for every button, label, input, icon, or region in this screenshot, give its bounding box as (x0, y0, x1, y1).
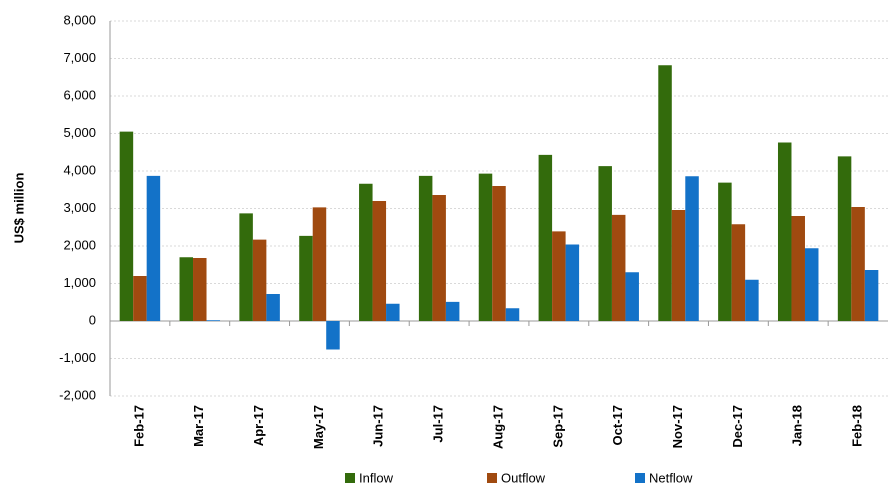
bar (685, 176, 699, 321)
bar (625, 272, 639, 321)
bar (851, 207, 865, 321)
x-tick-label: Apr-17 (251, 405, 266, 446)
bar (611, 214, 626, 321)
y-tick-label: 6,000 (63, 87, 96, 102)
bar (239, 213, 253, 321)
bar (432, 195, 446, 321)
x-tick-label: Feb-17 (131, 405, 146, 447)
bar (119, 131, 134, 321)
bar (505, 308, 520, 321)
legend-label: Outflow (501, 470, 546, 485)
x-tick-label: Jul-17 (431, 405, 446, 443)
legend-label: Netflow (649, 470, 693, 485)
bar (598, 166, 612, 321)
legend-swatch (487, 473, 497, 483)
x-tick-label: Aug-17 (490, 405, 505, 449)
bar (538, 154, 553, 321)
bar (658, 65, 672, 321)
bar (565, 244, 580, 321)
bar (372, 201, 387, 321)
y-tick-label: 2,000 (63, 237, 96, 252)
bar (146, 175, 161, 321)
bar (478, 173, 493, 321)
bar (193, 258, 207, 321)
bar (864, 270, 879, 321)
x-tick-label: Mar-17 (191, 405, 206, 447)
bar (386, 303, 400, 321)
bar (837, 156, 852, 321)
y-tick-label: -1,000 (59, 350, 96, 365)
x-tick-label: Feb-18 (850, 405, 865, 447)
y-tick-label: 0 (89, 312, 96, 327)
bar (718, 182, 732, 321)
x-tick-label: Oct-17 (610, 405, 625, 445)
legend-swatch (635, 473, 645, 483)
y-tick-label: 3,000 (63, 200, 96, 215)
x-tick-label: Nov-17 (670, 405, 685, 448)
x-tick-label: Jan-18 (790, 405, 805, 446)
bar (179, 257, 194, 321)
bar (266, 294, 280, 321)
bar (299, 235, 313, 321)
bar (206, 320, 221, 321)
x-tick-label: May-17 (311, 405, 326, 449)
x-tick-label: Sep-17 (550, 405, 565, 448)
bar (492, 186, 506, 321)
bar (418, 175, 433, 321)
bar (359, 183, 373, 321)
x-tick-label: Dec-17 (730, 405, 745, 448)
bar (804, 248, 819, 321)
y-tick-label: 8,000 (63, 12, 96, 27)
bar (445, 301, 460, 321)
bar (326, 321, 340, 350)
legend-swatch (345, 473, 355, 483)
bar (312, 207, 327, 321)
y-tick-label: -2,000 (59, 387, 96, 402)
bar (671, 210, 686, 321)
y-axis-label: US$ million (11, 173, 26, 244)
bar (731, 224, 746, 321)
y-tick-label: 4,000 (63, 162, 96, 177)
bar (777, 142, 792, 321)
bar (552, 231, 566, 321)
bar (791, 216, 805, 321)
bar (252, 239, 267, 321)
legend-label: Inflow (359, 470, 394, 485)
y-tick-label: 7,000 (63, 50, 96, 65)
x-tick-label: Jun-17 (371, 405, 386, 447)
bar (745, 279, 759, 321)
y-tick-label: 1,000 (63, 275, 96, 290)
y-tick-label: 5,000 (63, 125, 96, 140)
bar (133, 276, 147, 321)
